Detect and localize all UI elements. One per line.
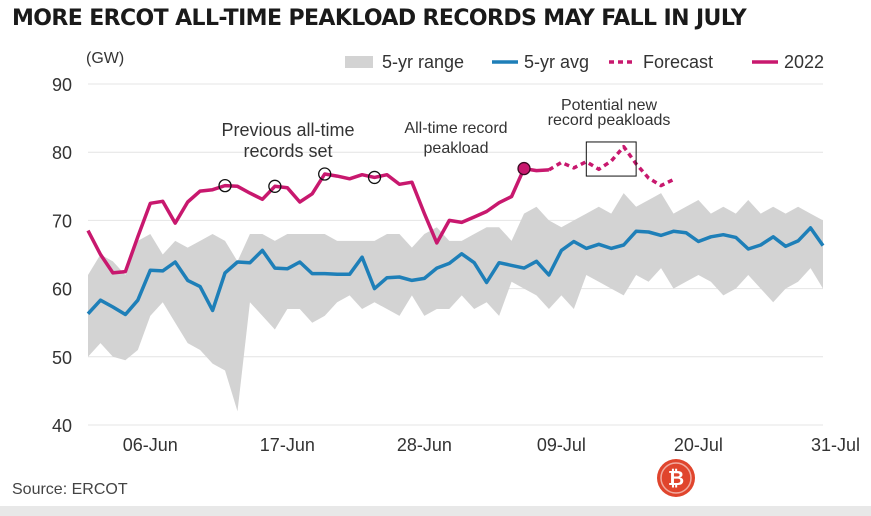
bitcoin-icon: ₿ (657, 459, 695, 497)
forecast-callout-box (585, 141, 637, 177)
legend-label: 5-yr range (382, 52, 464, 72)
y-tick-label: 50 (52, 348, 72, 368)
legend-label: Forecast (643, 52, 713, 72)
x-tick-label: 06-Jun (123, 435, 178, 455)
series-lines-group (86, 144, 825, 317)
x-axis: 06-Jun 17-Jun 28-Jun 09-Jul 20-Jul 31-Jul (123, 435, 860, 455)
y-tick-label: 40 (52, 416, 72, 436)
y-tick-label: 90 (52, 75, 72, 95)
annotation-text: record peakloads (548, 112, 671, 129)
x-tick-label: 09-Jul (537, 435, 586, 455)
annotation-text: Potential new (561, 97, 658, 114)
legend-label: 2022 (784, 52, 824, 72)
annotation-text: All-time record (404, 120, 507, 137)
svg-text:₿: ₿ (668, 466, 684, 490)
range-band-group (88, 193, 823, 412)
series-line-5-yr-avg (86, 226, 825, 317)
previous-record-marker (218, 178, 232, 193)
annotation-text: peakload (424, 140, 489, 157)
y-axis: 40 50 60 70 80 90 (GW) (52, 50, 124, 436)
y-tick-label: 60 (52, 280, 72, 300)
x-tick-label: 17-Jun (260, 435, 315, 455)
source-note: Source: ERCOT (12, 481, 128, 498)
markers-group (218, 161, 531, 193)
annotation-text: Previous all-time (221, 120, 354, 140)
x-tick-label: 20-Jul (674, 435, 723, 455)
record-peak-marker (517, 161, 531, 176)
x-tick-label: 28-Jun (397, 435, 452, 455)
series-line-2022 (86, 166, 549, 275)
x-tick-label: 31-Jul (811, 435, 860, 455)
previous-record-marker (318, 167, 332, 181)
y-axis-label: (GW) (86, 50, 124, 67)
chart-title: MORE ERCOT ALL-TIME PEAKLOAD RECORDS MAY… (12, 6, 747, 31)
range-band (88, 193, 823, 412)
y-tick-label: 80 (52, 143, 72, 163)
previous-record-marker (268, 179, 282, 193)
legend-swatch-range (345, 56, 373, 68)
previous-record-marker (367, 170, 382, 185)
legend-label: 5-yr avg (524, 52, 589, 72)
legend: 5-yr range 5-yr avg Forecast 2022 (345, 52, 824, 72)
y-tick-label: 70 (52, 211, 72, 231)
annotation-text: records set (243, 141, 332, 161)
series-line-forecast (547, 144, 675, 188)
bottom-bar (0, 506, 871, 516)
